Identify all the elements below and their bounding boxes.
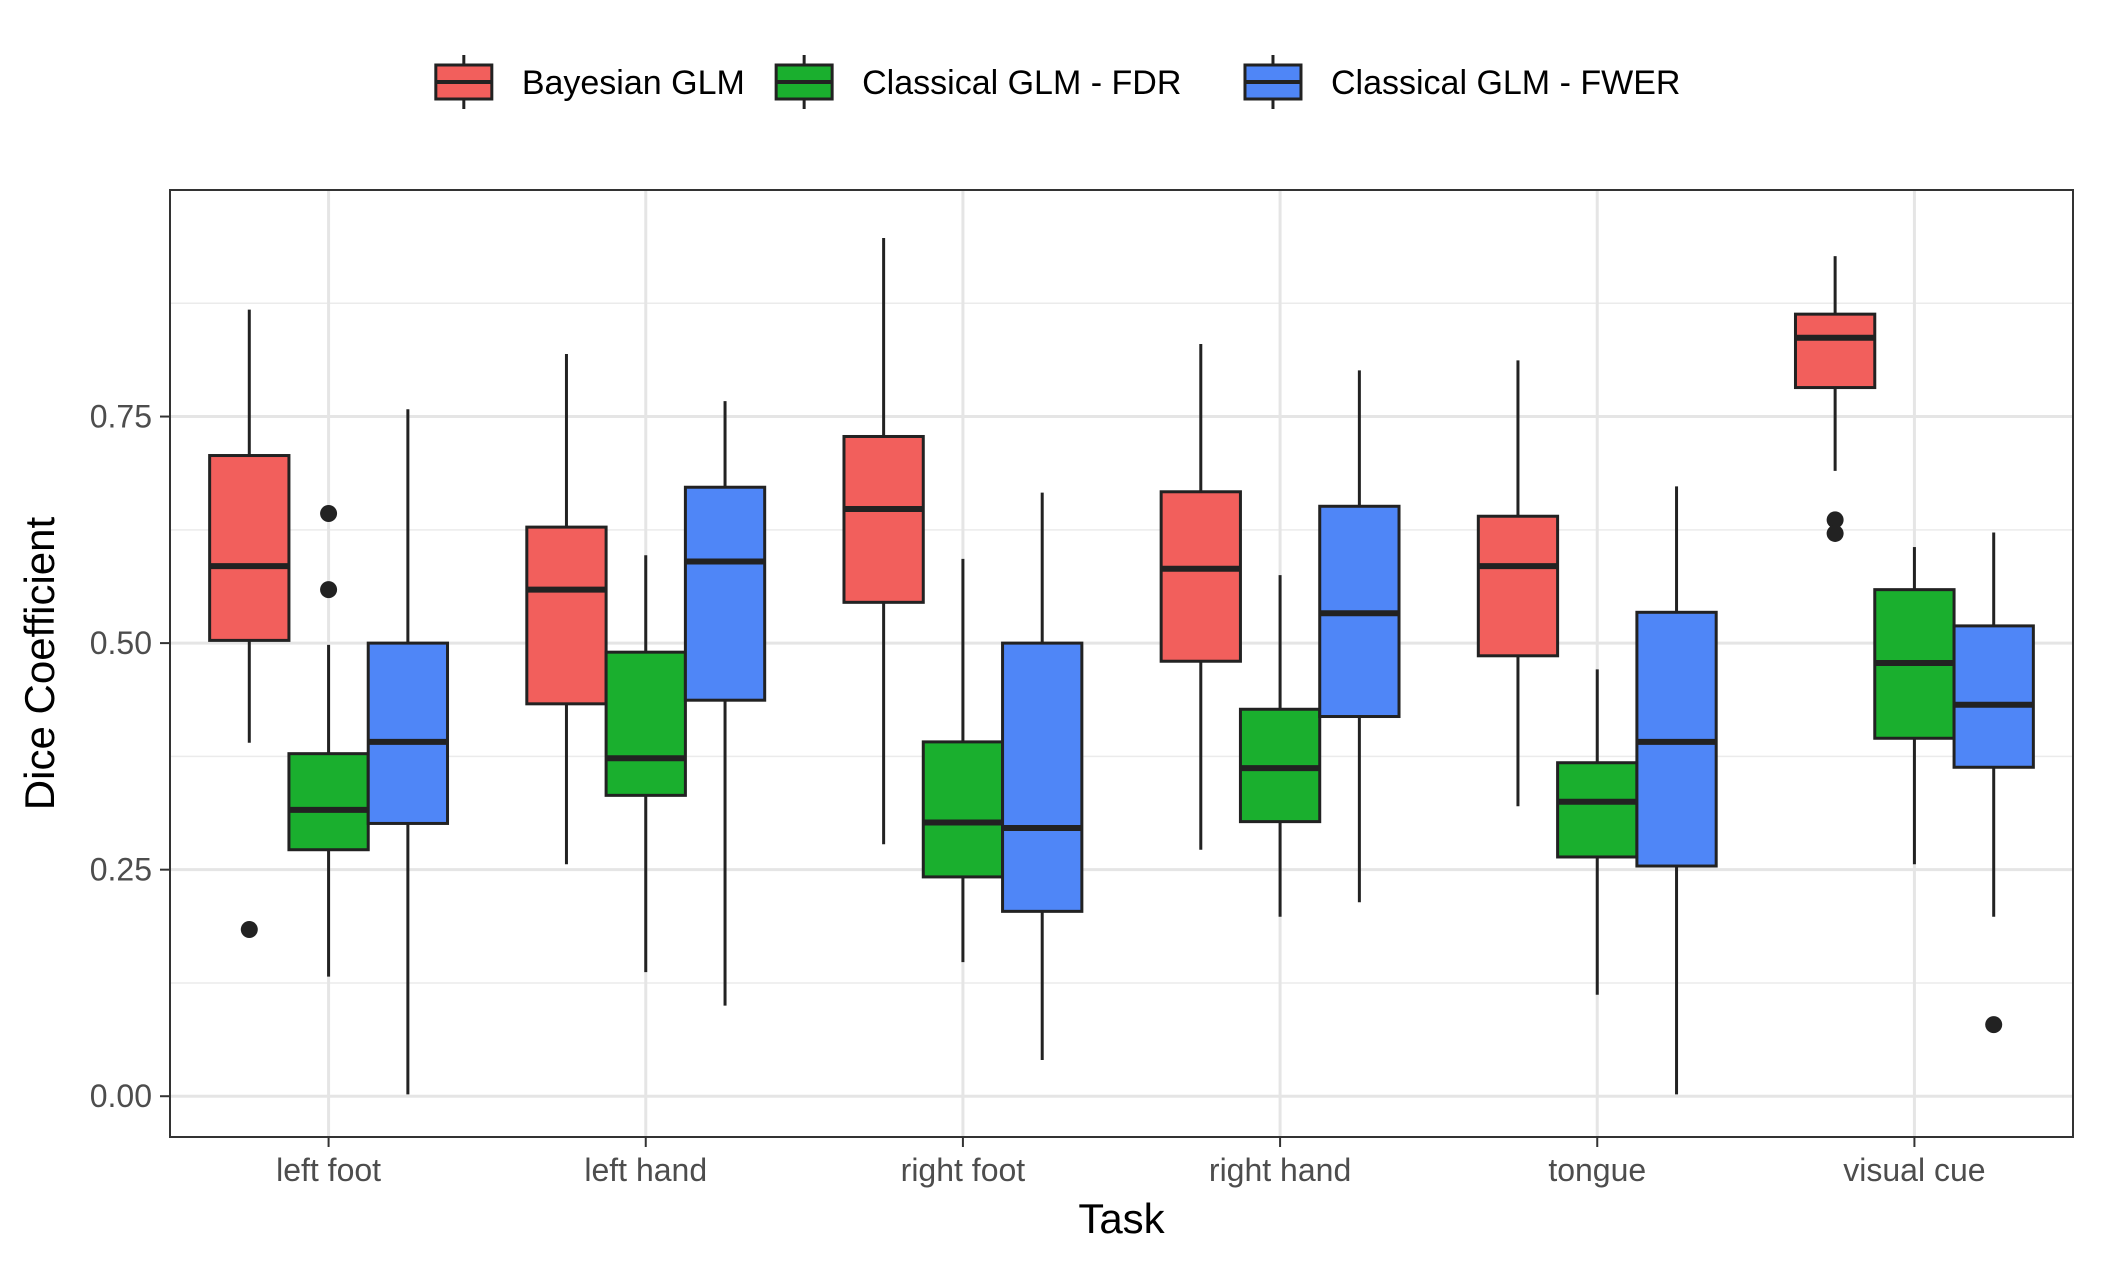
legend-item: Classical GLM - FWER: [1243, 55, 1680, 109]
x-tick-label: left hand: [584, 1152, 707, 1188]
outlier-point: [1826, 524, 1844, 542]
legend-item: Bayesian GLM: [434, 55, 745, 109]
box-iqr: [604, 650, 687, 797]
box-iqr: [525, 525, 608, 706]
x-axis-title: Task: [1078, 1195, 1165, 1242]
box-visual-cue: [1873, 547, 1956, 865]
y-tick-label: 0.50: [90, 625, 152, 661]
box-iqr: [366, 641, 450, 825]
box-right-foot: [842, 238, 925, 845]
outlier-point: [320, 505, 338, 523]
box-left-foot: [208, 309, 291, 938]
legend-item: Classical GLM - FDR: [774, 55, 1181, 109]
y-axis: 0.00 0.25 0.50 0.75: [90, 399, 170, 1114]
outlier-point: [240, 920, 258, 938]
box-left-foot: [287, 505, 370, 977]
y-axis-title: Dice Coefficient: [16, 516, 63, 810]
outlier-point: [320, 581, 338, 599]
box-left-hand: [604, 555, 687, 973]
y-tick-label: 0.25: [90, 852, 152, 888]
outlier-point: [1985, 1016, 2003, 1034]
box-visual-cue: [1793, 256, 1877, 542]
box-tongue: [1556, 669, 1639, 995]
x-tick-label: right foot: [901, 1152, 1026, 1188]
box-right-foot: [921, 558, 1005, 963]
x-tick-label: visual cue: [1843, 1152, 1985, 1188]
box-right-hand: [1318, 370, 1401, 903]
box-right-foot: [1001, 492, 1084, 1060]
box-iqr: [1001, 641, 1084, 913]
x-tick-label: left foot: [276, 1152, 381, 1188]
box-right-hand: [1238, 575, 1322, 917]
series-classical-glm-fdr: [287, 505, 1956, 995]
legend-label: Classical GLM - FDR: [862, 64, 1181, 102]
box-visual-cue: [1952, 532, 2035, 1034]
gridlines: [170, 190, 2073, 1137]
box-iqr: [1793, 312, 1877, 390]
box-tongue: [1476, 360, 1560, 807]
box-iqr: [1159, 490, 1242, 663]
y-tick-label: 0.75: [90, 399, 152, 435]
x-axis: left foot left hand right foot right hand to…: [276, 1137, 1986, 1188]
legend: Bayesian GLM Classical GLM - FDR Classical…: [434, 55, 1680, 109]
y-tick-label: 0.00: [90, 1078, 152, 1114]
box-series: [208, 238, 2035, 1095]
box-iqr: [1556, 761, 1639, 859]
box-tongue: [1635, 486, 1718, 1095]
legend-label: Classical GLM - FWER: [1331, 64, 1680, 102]
box-iqr: [921, 740, 1005, 879]
outlier-point: [1826, 511, 1844, 529]
box-iqr: [208, 454, 291, 642]
box-iqr: [1952, 624, 2035, 769]
legend-label: Bayesian GLM: [522, 64, 745, 102]
box-left-foot: [366, 409, 450, 1095]
plot-panel-border: [169, 189, 2074, 1138]
box-right-hand: [1159, 344, 1242, 850]
box-iqr: [842, 434, 925, 604]
x-tick-label: right hand: [1209, 1152, 1351, 1188]
box-left-hand: [683, 401, 767, 1006]
x-tick-label: tongue: [1548, 1152, 1646, 1188]
series-classical-glm-fwer: [366, 370, 2035, 1095]
box-iqr: [1476, 514, 1560, 658]
series-bayesian-glm: [208, 238, 1877, 938]
box-iqr: [287, 752, 370, 852]
box-left-hand: [525, 354, 608, 865]
box-iqr: [683, 485, 767, 702]
